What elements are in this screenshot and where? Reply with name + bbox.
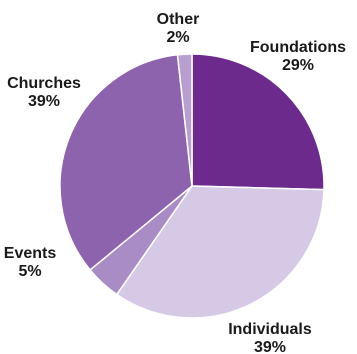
other-value-label: 2% [166, 29, 189, 46]
pie-slices [59, 53, 325, 319]
foundations-value-label: 29% [282, 57, 314, 74]
pie-slice-individuals [115, 185, 325, 319]
churches-label: Churches [7, 75, 81, 92]
other-label: Other [157, 11, 200, 28]
individuals-label: Individuals [228, 321, 312, 338]
individuals-value-label: 39% [254, 339, 286, 354]
pie-slice-churches [59, 53, 193, 271]
churches-value-label: 39% [28, 93, 60, 110]
events-value-label: 5% [18, 263, 41, 280]
pie-slice-foundations [191, 53, 325, 191]
pie-slice-other [176, 53, 193, 187]
events-label: Events [4, 245, 57, 262]
foundations-label: Foundations [250, 39, 346, 56]
